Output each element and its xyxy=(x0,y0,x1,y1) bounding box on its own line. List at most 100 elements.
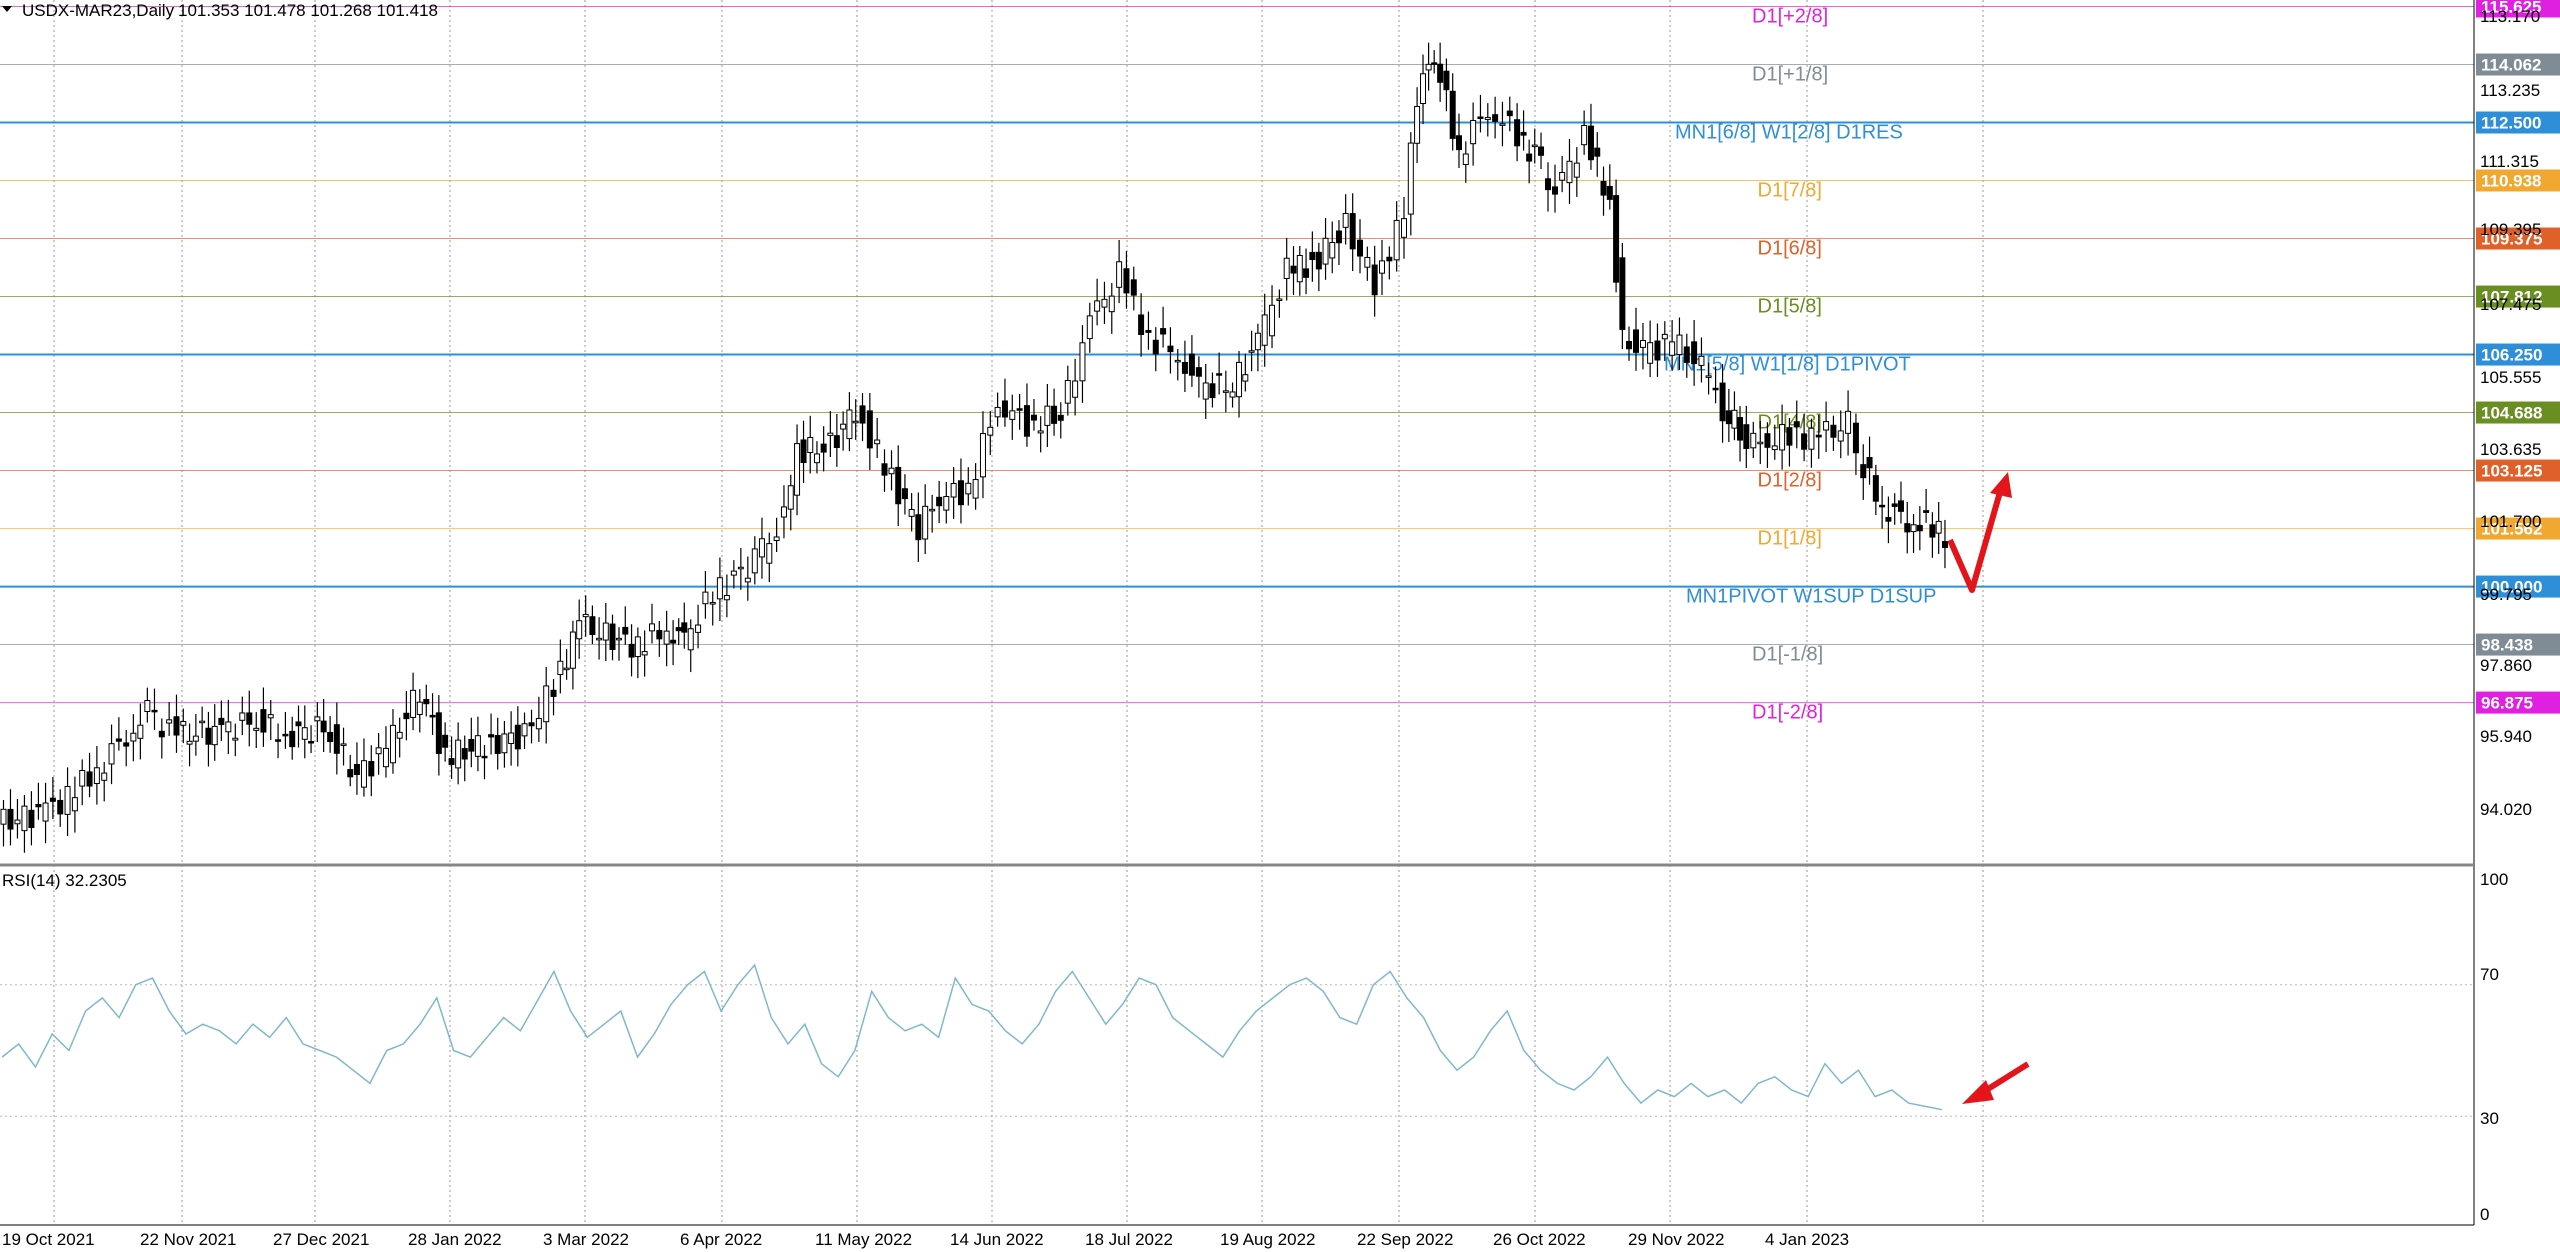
candle-body xyxy=(1335,230,1342,244)
rsi-tick-label: 0 xyxy=(2480,1205,2489,1224)
level-price-tag xyxy=(2476,633,2560,656)
candle-body xyxy=(1188,353,1195,376)
candle-body xyxy=(1808,427,1815,450)
candle-body xyxy=(994,406,1001,418)
candle-body xyxy=(1400,218,1407,238)
candle-body xyxy=(1030,414,1037,421)
level-label: D1[+2/8] xyxy=(1752,5,1828,27)
candle-body xyxy=(1852,422,1859,454)
candle-body xyxy=(846,409,853,440)
candle-body xyxy=(1477,116,1484,119)
date-tick-label: 3 Mar 2022 xyxy=(543,1230,629,1249)
candle-body xyxy=(173,716,180,736)
candle-body xyxy=(1216,373,1223,376)
candle-body xyxy=(859,405,866,424)
candle-body xyxy=(758,538,765,558)
candle-body xyxy=(1443,70,1450,91)
candle-body xyxy=(737,566,744,570)
candle-body xyxy=(1499,123,1506,126)
candle-body xyxy=(396,731,403,739)
candle-body xyxy=(716,577,723,600)
price-tick-label: 103.635 xyxy=(2480,440,2541,459)
candle-body xyxy=(596,637,603,641)
candle-body xyxy=(1551,186,1558,195)
candle-body xyxy=(481,755,488,759)
date-tick-label: 14 Jun 2022 xyxy=(950,1230,1044,1249)
candle-body xyxy=(1526,153,1533,162)
candle-body xyxy=(199,720,206,724)
candle-body xyxy=(1837,430,1844,442)
candle-body xyxy=(205,727,212,745)
candle-body xyxy=(1626,340,1633,350)
candle-body xyxy=(1661,333,1668,340)
candle-body xyxy=(1725,410,1732,425)
candle-body xyxy=(282,733,289,737)
candle-body xyxy=(1929,524,1936,538)
candle-body xyxy=(186,740,193,745)
level-price-tag xyxy=(2476,401,2560,424)
candle-body xyxy=(1248,350,1255,353)
candle-body xyxy=(535,718,542,730)
candle-body xyxy=(21,805,28,832)
candle-body xyxy=(820,443,827,453)
candle-body xyxy=(1492,114,1499,122)
candle-body xyxy=(115,738,122,742)
candle-body xyxy=(225,721,232,733)
candle-body xyxy=(1923,510,1930,513)
candle-body xyxy=(589,616,596,635)
candle-body xyxy=(1587,125,1594,161)
candle-body xyxy=(1647,342,1654,364)
level-price-tag xyxy=(2476,0,2560,18)
candle-body xyxy=(508,732,515,745)
candle-body xyxy=(615,637,622,641)
candle-body xyxy=(1904,523,1911,533)
candle-body xyxy=(521,723,528,737)
candle-body xyxy=(901,488,908,500)
level-price-tag-text: 106.250 xyxy=(2481,346,2542,365)
candle-body xyxy=(442,734,449,748)
level-label: D1[+1/8] xyxy=(1752,64,1828,86)
candle-body xyxy=(1514,119,1521,147)
candle-body xyxy=(64,785,71,815)
candle-body xyxy=(314,716,321,722)
candle-body xyxy=(1379,260,1386,274)
symbol-dropdown-icon[interactable] xyxy=(2,6,12,12)
candle-body xyxy=(1538,146,1545,156)
level-price-tag xyxy=(2476,53,2560,76)
level-label: D1[6/8] xyxy=(1758,238,1822,260)
candle-body xyxy=(1167,345,1174,353)
candle-body xyxy=(1632,329,1639,353)
candle-body xyxy=(833,435,840,449)
level-price-tag-text: 114.062 xyxy=(2481,56,2542,75)
candle-body xyxy=(929,508,936,512)
date-tick-label: 27 Dec 2021 xyxy=(273,1230,369,1249)
candle-body xyxy=(681,622,688,633)
candle-body xyxy=(744,577,751,583)
price-tick-label: 94.020 xyxy=(2480,800,2532,819)
candle-body xyxy=(1600,180,1607,196)
candle-body xyxy=(1116,261,1123,288)
candle-body xyxy=(800,439,807,464)
candle-body xyxy=(327,731,334,743)
candle-body xyxy=(543,685,550,723)
candle-body xyxy=(246,712,253,725)
candle-body xyxy=(1683,346,1690,363)
candle-body xyxy=(260,709,267,733)
candle-body xyxy=(1750,432,1757,449)
candle-body xyxy=(1023,405,1030,437)
candle-body xyxy=(1414,105,1421,144)
price-tick-label: 101.700 xyxy=(2480,512,2541,531)
candle-body xyxy=(1420,73,1427,105)
candle-body xyxy=(1016,408,1023,411)
level-price-tag xyxy=(2476,285,2560,308)
candle-body xyxy=(86,771,93,787)
candle-body xyxy=(211,725,218,746)
candle-body xyxy=(1860,464,1867,479)
candle-body xyxy=(289,730,296,748)
candle-body xyxy=(14,819,21,825)
level-price-tag-text: 112.500 xyxy=(2481,114,2542,133)
candle-body xyxy=(232,737,239,741)
candle-body xyxy=(1786,427,1793,446)
candle-body xyxy=(389,724,396,764)
